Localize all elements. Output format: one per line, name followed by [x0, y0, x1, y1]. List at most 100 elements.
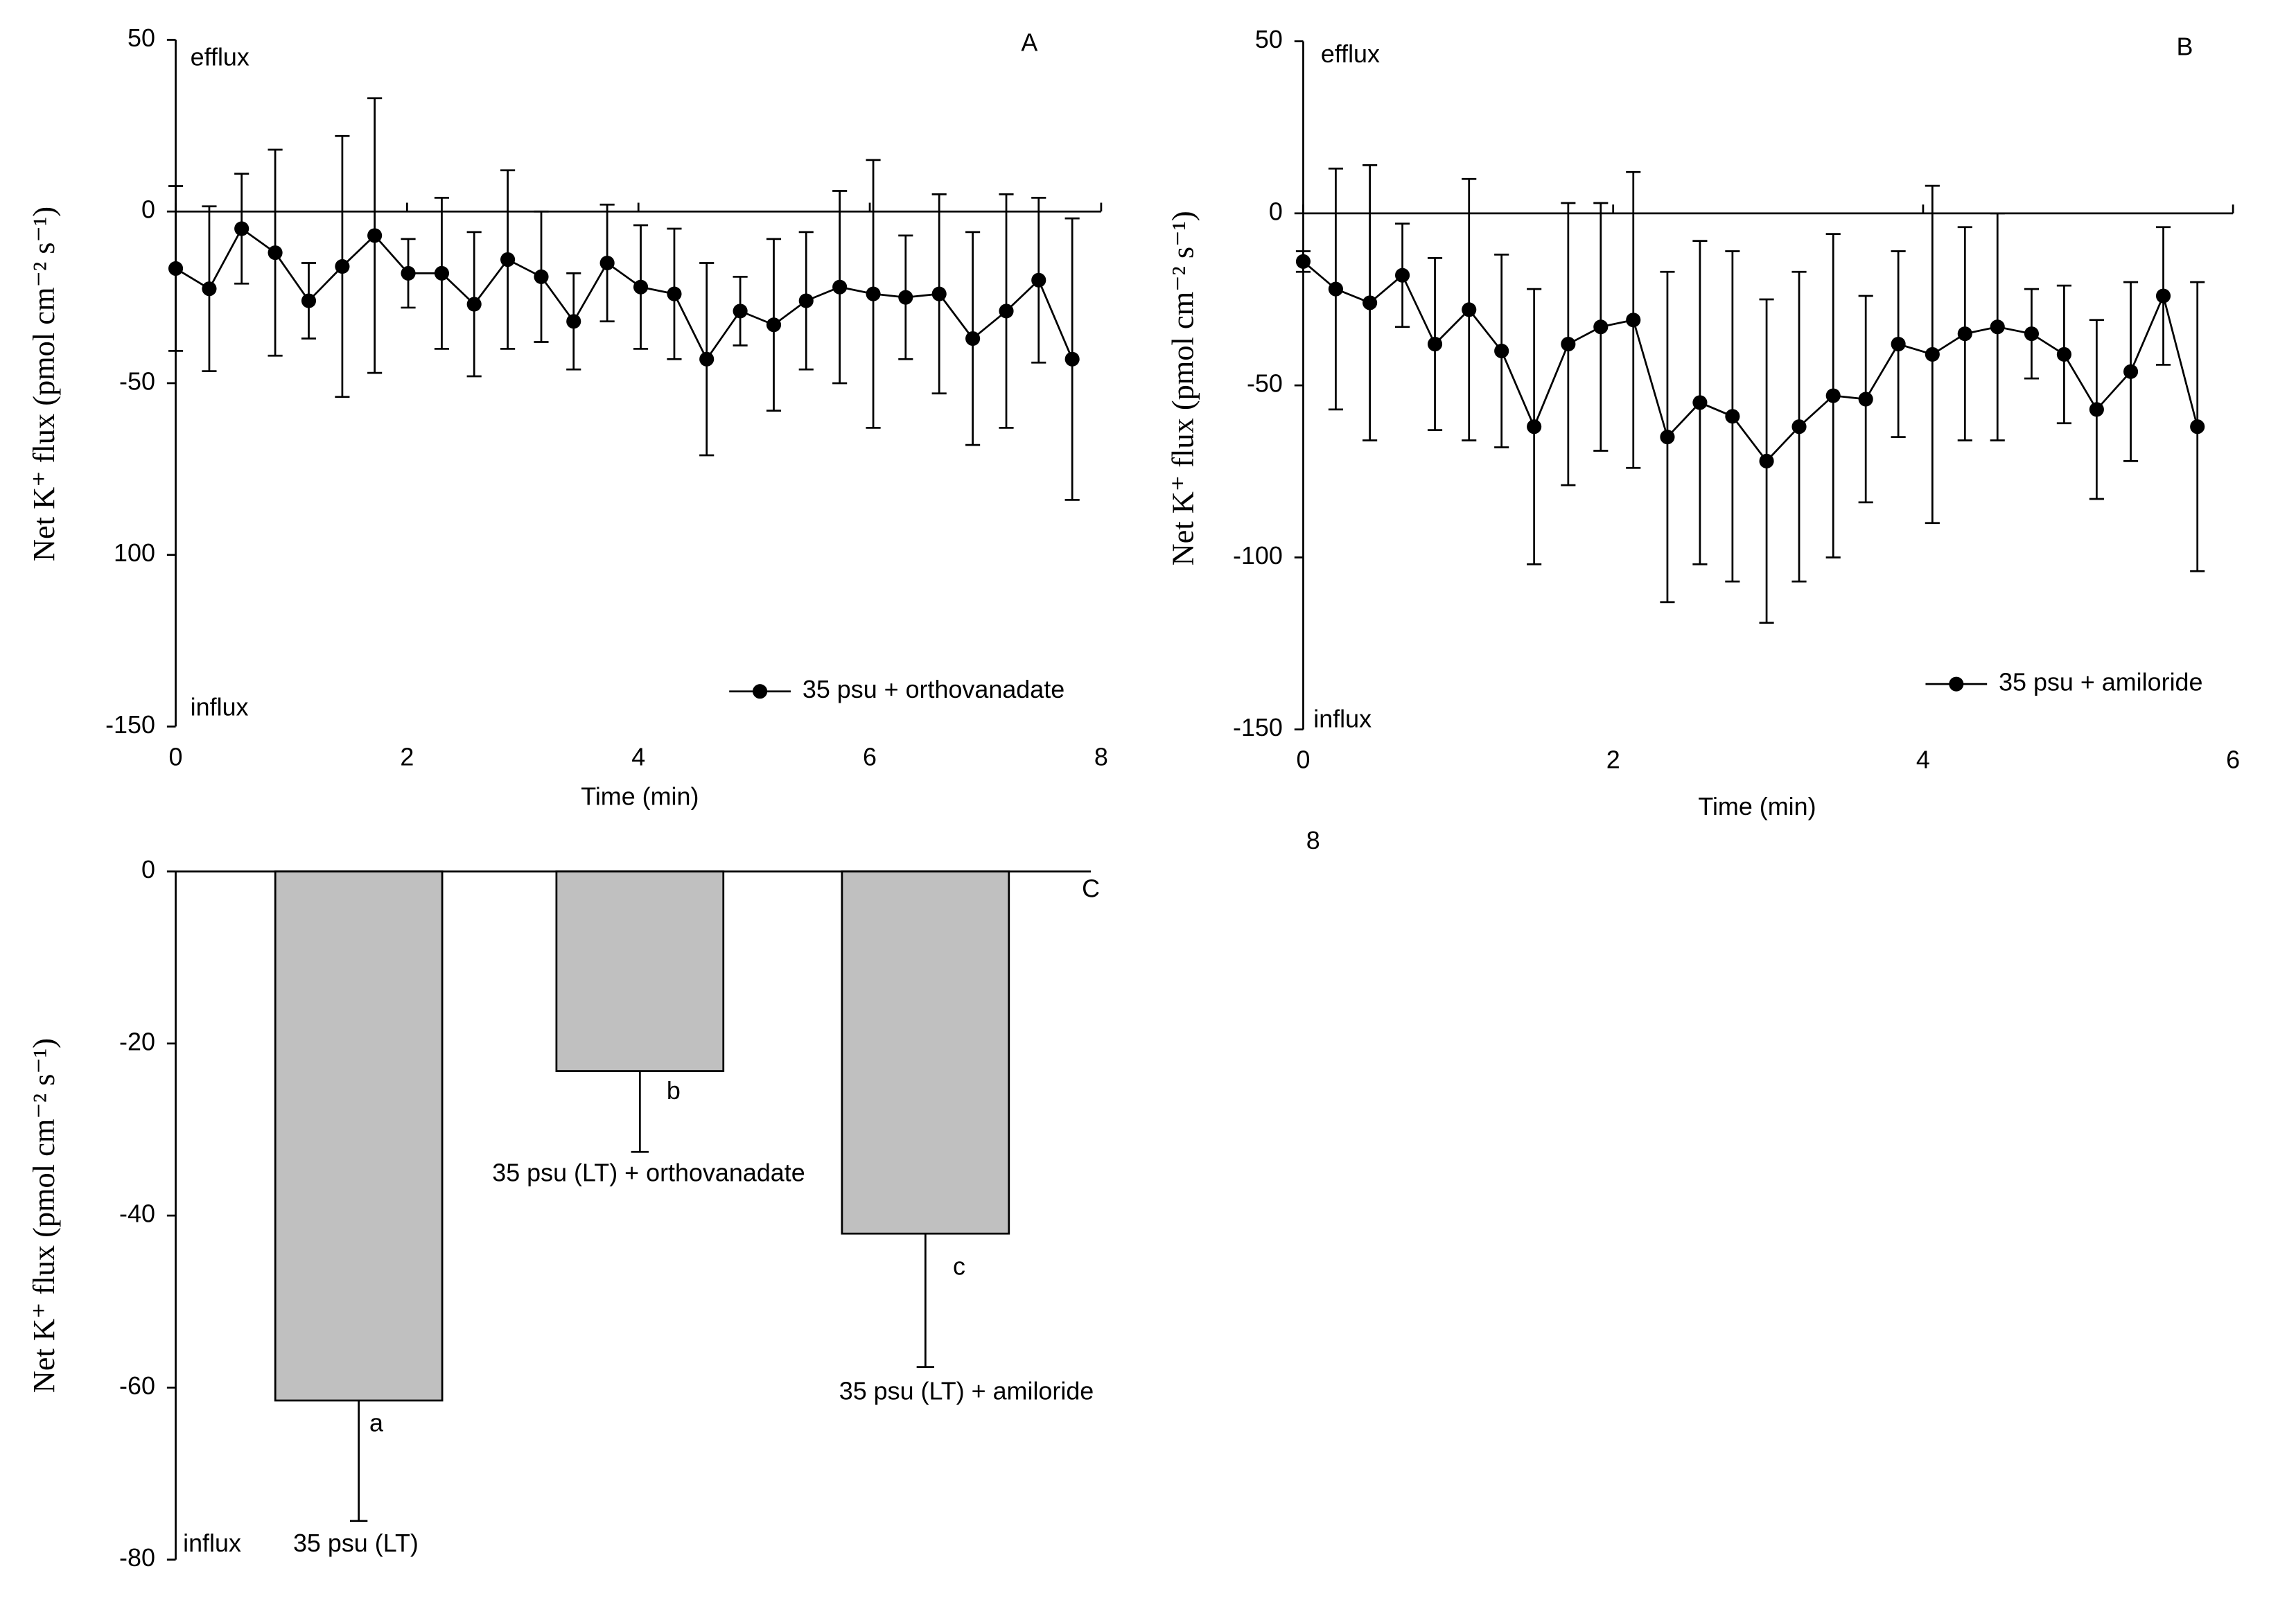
- data-point: [2155, 288, 2171, 304]
- data-point: [766, 317, 782, 333]
- y-tick-label: 100: [114, 538, 155, 567]
- y-tick-label: -150: [105, 710, 155, 739]
- y-tick-label: 0: [141, 855, 155, 884]
- data-point: [1825, 388, 1841, 403]
- x-tick-label: 6: [2226, 746, 2240, 774]
- data-point: [1957, 326, 1972, 342]
- x-tick-label: 4: [631, 742, 645, 771]
- data-point: [1725, 409, 1740, 424]
- x-tick-label: 2: [1606, 746, 1620, 774]
- data-point: [1328, 281, 1343, 297]
- data-point: [268, 245, 283, 261]
- annotation: efflux: [1321, 39, 1380, 68]
- annotation: efflux: [191, 42, 249, 71]
- significance-letter: a: [369, 1409, 383, 1437]
- data-point: [898, 290, 913, 305]
- x-tick-label: 6: [863, 742, 877, 771]
- data-point: [466, 297, 482, 312]
- data-point: [1626, 313, 1641, 328]
- y-tick-label: -50: [119, 367, 155, 395]
- data-point: [798, 293, 814, 308]
- x-tick-label: 0: [169, 742, 183, 771]
- x-tick-label: 4: [1916, 746, 1930, 774]
- y-tick-label: -60: [119, 1371, 155, 1400]
- y-tick-label: 50: [128, 24, 155, 52]
- y-tick-label: -50: [1247, 369, 1283, 398]
- data-point: [335, 258, 350, 274]
- data-point: [234, 221, 249, 236]
- data-point: [1891, 336, 1906, 352]
- significance-letter: c: [953, 1252, 965, 1281]
- x-tick-label: 0: [1296, 746, 1310, 774]
- data-point: [866, 286, 881, 301]
- data-point: [633, 279, 649, 295]
- legend-marker: [753, 684, 768, 699]
- annotation: influx: [1313, 704, 1372, 732]
- y-axis-label: Net K⁺ flux (pmol cm⁻² s⁻¹): [26, 207, 61, 561]
- y-tick-label: 50: [1255, 25, 1283, 53]
- data-point: [2024, 326, 2040, 342]
- y-tick-label: -80: [119, 1543, 155, 1572]
- panel-label: B: [2176, 33, 2193, 61]
- data-point: [2190, 419, 2205, 434]
- bar: [555, 870, 725, 1072]
- data-point: [1527, 419, 1542, 434]
- y-tick-label: -20: [119, 1027, 155, 1055]
- data-point: [534, 269, 549, 284]
- data-point: [1362, 295, 1378, 310]
- legend-label: 35 psu + orthovanadate: [803, 675, 1064, 703]
- data-point: [1925, 346, 1940, 362]
- data-point: [1462, 302, 1477, 317]
- data-point: [401, 265, 416, 281]
- data-point: [202, 281, 217, 297]
- legend-marker: [1949, 676, 1964, 692]
- data-point: [1858, 392, 1873, 407]
- data-point: [1031, 272, 1046, 288]
- data-point: [1692, 395, 1708, 410]
- y-tick-label: 0: [1269, 197, 1283, 225]
- data-point: [733, 304, 748, 319]
- y-tick-label: 0: [141, 195, 155, 224]
- data-point: [832, 279, 848, 295]
- category-label: 35 psu (LT) + orthovanadate: [492, 1158, 805, 1186]
- x-tick-label: 8: [1094, 742, 1108, 771]
- bar: [274, 870, 444, 1402]
- data-point: [1064, 351, 1080, 367]
- x-tick-label: 2: [400, 742, 414, 771]
- data-point: [1561, 336, 1576, 352]
- data-point: [1791, 419, 1807, 434]
- y-tick-label: -40: [119, 1200, 155, 1228]
- data-point: [999, 304, 1014, 319]
- data-point: [1395, 267, 1410, 283]
- data-point: [1295, 254, 1311, 269]
- data-point: [699, 351, 715, 367]
- data-point: [667, 286, 682, 301]
- data-point: [1593, 319, 1609, 335]
- data-point: [367, 228, 383, 243]
- data-point: [2123, 364, 2139, 379]
- panel-label: A: [1021, 28, 1037, 56]
- annotation: 8: [1306, 826, 1320, 854]
- series-line: [175, 227, 1073, 361]
- data-point: [1660, 430, 1675, 445]
- data-point: [1494, 343, 1509, 359]
- annotation: influx: [191, 693, 249, 721]
- data-point: [2056, 346, 2071, 362]
- data-point: [599, 255, 615, 271]
- annotation: influx: [183, 1529, 241, 1557]
- data-point: [1759, 453, 1774, 468]
- legend-label: 35 psu + amiloride: [1999, 668, 2202, 696]
- x-axis-label: Time (min): [1698, 792, 1816, 820]
- category-label: 35 psu (LT) + amiloride: [839, 1376, 1094, 1405]
- y-axis-label: Net K⁺ flux (pmol cm⁻² s⁻¹): [26, 1038, 61, 1393]
- y-axis-label: Net K⁺ flux (pmol cm⁻² s⁻¹): [1166, 211, 1200, 565]
- y-tick-label: -150: [1233, 713, 1283, 741]
- category-label: 35 psu (LT): [293, 1529, 419, 1557]
- data-point: [434, 265, 450, 281]
- data-point: [2089, 402, 2104, 417]
- data-point: [1990, 319, 2005, 335]
- data-point: [965, 331, 981, 346]
- data-point: [566, 314, 581, 329]
- data-point: [1427, 336, 1443, 352]
